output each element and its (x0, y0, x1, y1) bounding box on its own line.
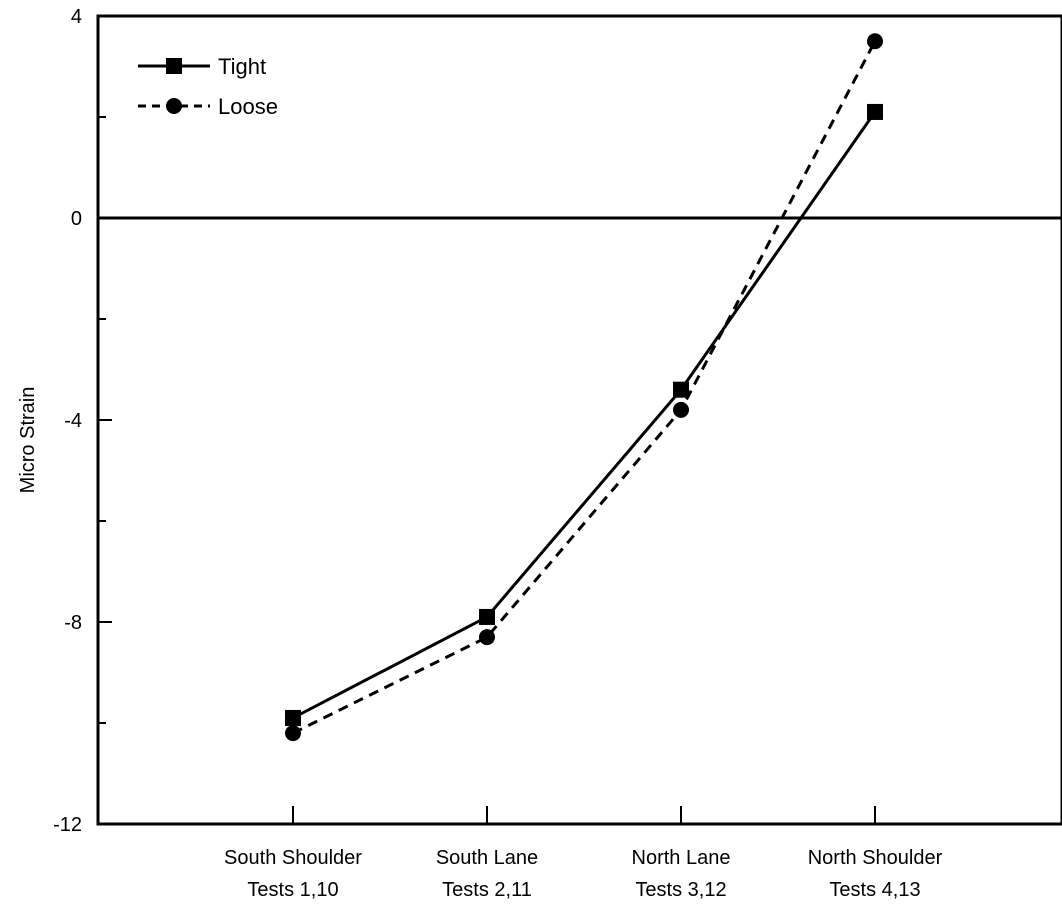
x-tick-label: South Shoulder (224, 847, 362, 869)
series-line (292, 111, 877, 720)
legend-marker (166, 58, 182, 74)
legend-label: Tight (218, 54, 266, 79)
data-point (285, 725, 301, 742)
series-tight (285, 103, 883, 726)
legend-label: Loose (218, 94, 278, 119)
data-point (867, 103, 883, 120)
x-tick-sublabel: Tests 4,13 (829, 879, 920, 901)
legend-marker (166, 98, 182, 114)
data-point (479, 629, 495, 646)
y-tick-label: 0 (71, 208, 82, 230)
data-point (479, 608, 495, 625)
data-point (285, 709, 301, 726)
y-tick-label: 4 (71, 6, 82, 28)
x-tick-sublabel: Tests 1,10 (247, 879, 338, 901)
series-line (292, 40, 877, 735)
legend: Tight Loose (138, 54, 278, 119)
y-tick-label: -12 (53, 814, 82, 836)
data-point (867, 33, 883, 50)
y-axis-ticks: 4 0 -4 -8 -12 (53, 6, 112, 836)
x-tick-label: North Shoulder (808, 847, 943, 869)
data-point (673, 381, 689, 398)
series-loose (285, 33, 883, 742)
plot-frame (96, 14, 1062, 826)
data-point (673, 401, 689, 418)
y-tick-label: -4 (64, 410, 82, 432)
y-tick-label: -8 (64, 612, 82, 634)
x-tick-label: South Lane (436, 847, 538, 869)
legend-item: Loose (138, 94, 278, 119)
y-axis-title: Micro Strain (17, 387, 39, 494)
x-tick-sublabel: Tests 2,11 (442, 879, 532, 901)
legend-item: Tight (138, 54, 266, 79)
x-tick-sublabel: Tests 3,12 (635, 879, 726, 901)
x-axis-ticks: South Shoulder Tests 1,10 South Lane Tests … (224, 806, 943, 901)
x-tick-label: North Lane (632, 847, 731, 869)
series-layer (285, 33, 883, 742)
